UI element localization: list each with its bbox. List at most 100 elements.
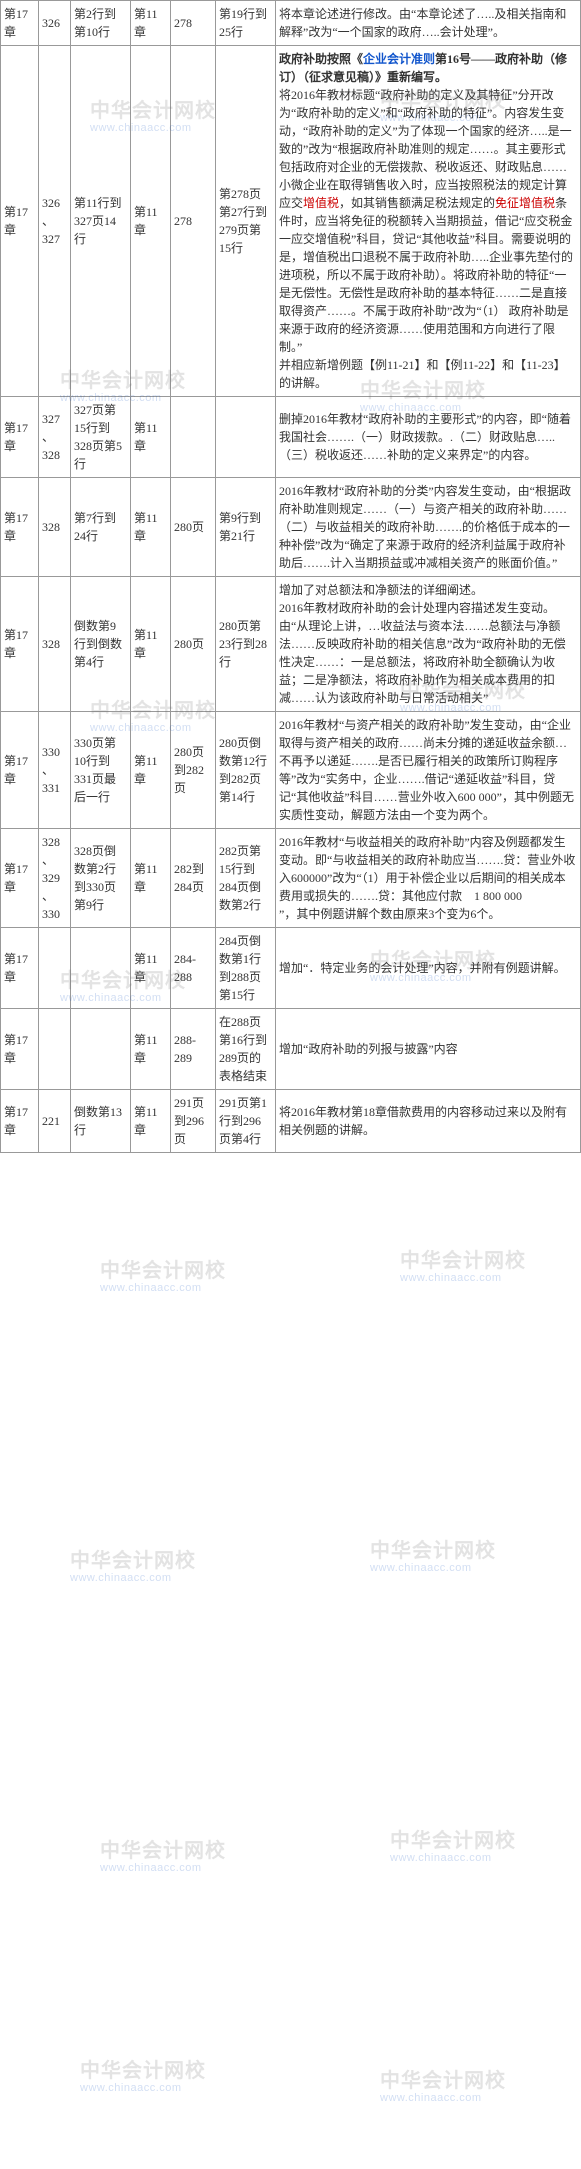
old-chapter-cell: 第17章 [1, 46, 39, 397]
new-page-cell: 278 [171, 1, 216, 46]
old-page-cell [39, 1009, 71, 1090]
new-line-cell: 第19行到25行 [216, 1, 276, 46]
watermark-title: 中华会计网校 [380, 2070, 506, 2092]
old-page-cell [39, 928, 71, 1009]
watermark-url: www.chinaacc.com [70, 1572, 196, 1584]
new-page-cell: 291页到296页 [171, 1090, 216, 1153]
old-line-cell: 330页第10行到331页最后一行 [71, 712, 131, 829]
description-text: 增加了对总额法和净额法的详细阐述。 [279, 583, 483, 597]
table-row: 第17章328、329、330328页倒数第2行到330页第9行第11章282到… [1, 829, 581, 928]
new-page-cell: 282到284页 [171, 829, 216, 928]
description-text: 2016年教材政府补助的会计处理内容描述发生变动。由“从理论上讲，…收益法与资本… [279, 601, 566, 705]
new-chapter-cell: 第11章 [131, 712, 171, 829]
new-line-cell: 282页第15行到284页倒数第2行 [216, 829, 276, 928]
watermark-title: 中华会计网校 [80, 2060, 206, 2082]
table-row: 第17章326、327第11行到327页14行第11章278第278页第27行到… [1, 46, 581, 397]
watermark-url: www.chinaacc.com [400, 1272, 526, 1284]
description-cell: 2016年教材“政府补助的分类”内容发生变动，由“根据政府补助准则规定……（一）… [276, 478, 581, 577]
watermark-title: 中华会计网校 [70, 1550, 196, 1572]
old-page-cell: 330、331 [39, 712, 71, 829]
old-page-cell: 327、328 [39, 397, 71, 478]
table-row: 第17章221倒数第13行第11章291页到296页291页第1行到296页第4… [1, 1090, 581, 1153]
old-page-cell: 328 [39, 577, 71, 712]
description-cell: 增加“政府补助的列报与披露”内容 [276, 1009, 581, 1090]
description-text: 删掉2016年教材“政府补助的主要形式”的内容，即“随着我国社会…….（一）财政… [279, 412, 571, 462]
table-row: 第17章328倒数第9行到倒数第4行第11章280页280页第23行到28行增加… [1, 577, 581, 712]
new-page-cell: 288-289 [171, 1009, 216, 1090]
watermark-url: www.chinaacc.com [100, 1282, 226, 1294]
watermark: 中华会计网校www.chinaacc.com [370, 1540, 496, 1574]
new-page-cell: 280页到282页 [171, 712, 216, 829]
description-text: 将2016年教材第18章借款费用的内容移动过来以及附有相关例题的讲解。 [279, 1105, 567, 1137]
new-chapter-cell: 第11章 [131, 1, 171, 46]
watermark-title: 中华会计网校 [370, 1540, 496, 1562]
old-page-cell: 328 [39, 478, 71, 577]
new-chapter-cell: 第11章 [131, 478, 171, 577]
description-text: 将2016年教材标题“政府补助的定义及其特征”分开改为“政府补助的定义”和“政府… [279, 88, 572, 210]
old-line-cell: 328页倒数第2行到330页第9行 [71, 829, 131, 928]
description-text: 条件时，应当将免征的税额转入当期损益，借记“应交税金一应交增值税”科目，贷记“其… [279, 196, 573, 354]
description-text: 政府补助按照《 [279, 52, 363, 66]
new-chapter-cell: 第11章 [131, 397, 171, 478]
old-chapter-cell: 第17章 [1, 577, 39, 712]
watermark: 中华会计网校www.chinaacc.com [390, 1830, 516, 1864]
old-page-cell: 326 [39, 1, 71, 46]
description-text: ，如其销售额满足税法规定的 [339, 196, 495, 210]
description-cell: 删掉2016年教材“政府补助的主要形式”的内容，即“随着我国社会…….（一）财政… [276, 397, 581, 478]
new-chapter-cell: 第11章 [131, 46, 171, 397]
description-text: 2016年教材“与资产相关的政府补助”发生变动，由“企业取得与资产相关的政府……… [279, 718, 574, 822]
description-text: ”，其中例题讲解个数由原来3个变为6个。 [279, 907, 500, 921]
watermark: 中华会计网校www.chinaacc.com [100, 1840, 226, 1874]
old-line-cell: 倒数第9行到倒数第4行 [71, 577, 131, 712]
watermark: 中华会计网校www.chinaacc.com [80, 2060, 206, 2094]
table-row: 第17章第11章288-289在288页第16行到289页的表格结束增加“政府补… [1, 1009, 581, 1090]
new-page-cell: 284-288 [171, 928, 216, 1009]
table-row: 第17章327、328327页第15行到328页第5行第11章 删掉2016年教材… [1, 397, 581, 478]
new-chapter-cell: 第11章 [131, 928, 171, 1009]
new-line-cell: 291页第1行到296页第4行 [216, 1090, 276, 1153]
old-line-cell: 327页第15行到328页第5行 [71, 397, 131, 478]
new-chapter-cell: 第11章 [131, 829, 171, 928]
old-chapter-cell: 第17章 [1, 1090, 39, 1153]
table-row: 第17章 第11章284-288284页倒数第1行到288页第15行增加“．特定业… [1, 928, 581, 1009]
watermark-url: www.chinaacc.com [100, 1862, 226, 1874]
description-cell: 2016年教材“与收益相关的政府补助”内容及例题都发生变动。即“与收益相关的政府… [276, 829, 581, 928]
description-cell: 增加了对总额法和净额法的详细阐述。 2016年教材政府补助的会计处理内容描述发生变… [276, 577, 581, 712]
new-line-cell: 280页第23行到28行 [216, 577, 276, 712]
watermark-url: www.chinaacc.com [390, 1852, 516, 1864]
watermark-url: www.chinaacc.com [380, 2092, 506, 2104]
old-page-cell: 326、327 [39, 46, 71, 397]
new-chapter-cell: 第11章 [131, 1009, 171, 1090]
watermark: 中华会计网校www.chinaacc.com [400, 1250, 526, 1284]
watermark-title: 中华会计网校 [400, 1250, 526, 1272]
new-line-cell: 284页倒数第1行到288页第15行 [216, 928, 276, 1009]
old-page-cell: 221 [39, 1090, 71, 1153]
old-chapter-cell: 第17章 [1, 397, 39, 478]
description-text: 2016年教材“与收益相关的政府补助”内容及例题都发生变动。即“与收益相关的政府… [279, 835, 575, 903]
watermark: 中华会计网校www.chinaacc.com [380, 2070, 506, 2104]
description-text: 增值税 [303, 196, 339, 210]
new-page-cell: 278 [171, 46, 216, 397]
comparison-table: 第17章326第2行到第10行第11章278第19行到25行将本章论述进行修改。… [0, 0, 581, 1153]
new-page-cell [171, 397, 216, 478]
table-row: 第17章328第7行到24行第11章280页第9行到第21行2016年教材“政府… [1, 478, 581, 577]
old-chapter-cell: 第17章 [1, 478, 39, 577]
watermark: 中华会计网校www.chinaacc.com [70, 1550, 196, 1584]
description-cell: 政府补助按照《企业会计准则第16号——政府补助（修订）（征求意见稿）》重新编写。… [276, 46, 581, 397]
old-chapter-cell: 第17章 [1, 1009, 39, 1090]
new-chapter-cell: 第11章 [131, 577, 171, 712]
description-text: 免征增值税 [495, 196, 555, 210]
description-text: 2016年教材“政府补助的分类”内容发生变动，由“根据政府补助准则规定……（一）… [279, 484, 571, 570]
new-line-cell: 280页倒数第12行到282页第14行 [216, 712, 276, 829]
watermark-title: 中华会计网校 [100, 1840, 226, 1862]
description-cell: 增加“．特定业务的会计处理”内容，并附有例题讲解。 [276, 928, 581, 1009]
old-chapter-cell: 第17章 [1, 928, 39, 1009]
description-text: 增加“政府补助的列报与披露”内容 [279, 1042, 458, 1056]
old-line-cell: 倒数第13行 [71, 1090, 131, 1153]
watermark-url: www.chinaacc.com [370, 1562, 496, 1574]
old-line-cell [71, 928, 131, 1009]
description-text: 增加“．特定业务的会计处理”内容，并附有例题讲解。 [279, 961, 566, 975]
new-page-cell: 280页 [171, 577, 216, 712]
old-chapter-cell: 第17章 [1, 829, 39, 928]
watermark-title: 中华会计网校 [100, 1260, 226, 1282]
